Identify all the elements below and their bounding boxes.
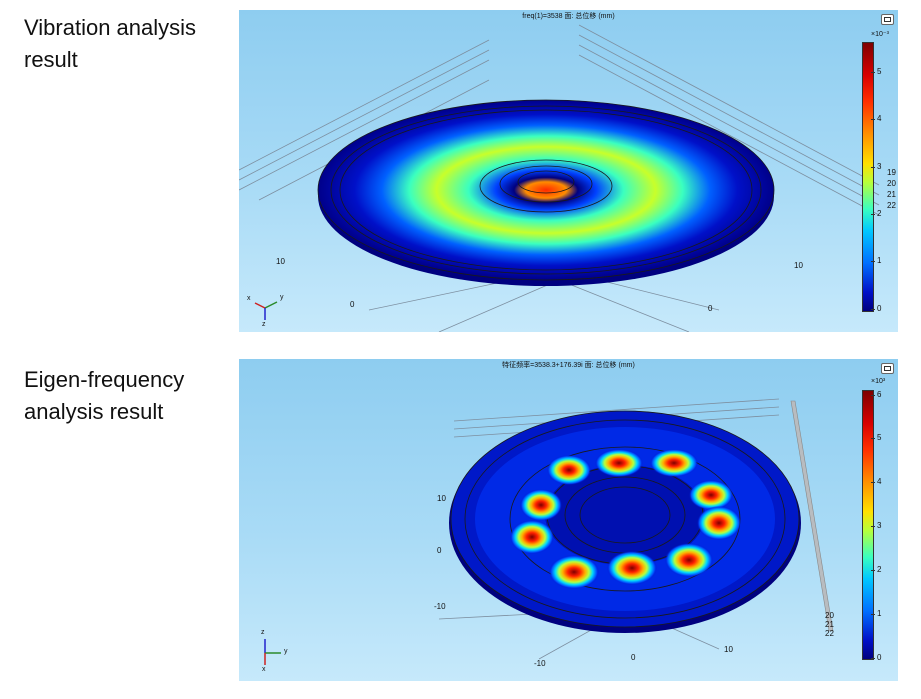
axis-tick: 0 xyxy=(708,304,713,313)
triad-y-label: y xyxy=(284,648,288,655)
vibration-plot-graphics xyxy=(239,24,880,332)
axis-tick: 0 xyxy=(631,653,636,662)
colorbar xyxy=(862,390,874,660)
axis-tick: 0 xyxy=(350,300,355,309)
mode-hotspots xyxy=(510,449,741,589)
axis-tick: 10 xyxy=(437,494,446,503)
eigen-plot-graphics xyxy=(264,398,834,665)
axis-tick: 0 xyxy=(437,546,442,555)
disc-surface xyxy=(318,100,774,280)
eigen-caption: Eigen-frequency analysis result xyxy=(24,364,184,428)
side-label: 19 xyxy=(887,168,896,177)
axis-tick: -10 xyxy=(534,659,546,668)
colorbar-tick: 6 xyxy=(870,390,882,399)
expand-icon[interactable] xyxy=(881,14,894,25)
disc-outlines xyxy=(317,99,775,281)
colorbar-tick: 0 xyxy=(870,304,882,313)
vibration-caption-line2: result xyxy=(24,47,78,72)
axis-tick: 10 xyxy=(794,261,803,270)
side-label: 21 xyxy=(887,190,896,199)
side-label: 20 xyxy=(887,179,896,188)
expand-icon[interactable] xyxy=(881,363,894,374)
triad-x-label: x xyxy=(247,295,251,302)
colorbar-exponent: ×10³ xyxy=(871,378,886,385)
colorbar-tick: 0 xyxy=(870,653,882,662)
side-label: 21 xyxy=(825,620,834,629)
triad-z-label: z xyxy=(262,321,266,328)
triad-z-label: z xyxy=(261,629,265,636)
colorbar-tick: 2 xyxy=(870,209,882,218)
side-label: 22 xyxy=(825,629,834,638)
colorbar-tick: 2 xyxy=(870,565,882,574)
triad-y-label: y xyxy=(280,294,284,301)
triad-x-label: x xyxy=(262,666,266,673)
disc-outlines xyxy=(450,410,800,628)
colorbar-tick: 5 xyxy=(870,433,882,442)
colorbar-tick: 3 xyxy=(870,162,882,171)
colorbar-tick: 5 xyxy=(870,67,882,76)
eigen-caption-line1: Eigen-frequency xyxy=(24,367,185,392)
axis-triad xyxy=(264,639,281,665)
axis-tick: -10 xyxy=(434,602,446,611)
eigen-caption-line2: analysis result xyxy=(24,399,164,424)
side-label: 20 xyxy=(825,611,834,620)
colorbar-tick: 4 xyxy=(870,114,882,123)
vibration-caption-line1: Vibration analysis xyxy=(24,15,197,40)
vibration-caption: Vibration analysis result xyxy=(24,12,196,76)
axis-triad xyxy=(254,301,278,320)
colorbar-tick: 1 xyxy=(870,609,882,618)
eigen-plot-panel: 特征频率=3538.3+176.39i 面: 总位移 (mm) 10 0 -10… xyxy=(239,359,898,681)
colorbar-tick: 3 xyxy=(870,521,882,530)
side-label: 22 xyxy=(887,201,896,210)
eigen-plot-title: 特征频率=3538.3+176.39i 面: 总位移 (mm) xyxy=(502,362,635,369)
vibration-plot-panel: freq(1)=3538 面: 总位移 (mm) 10 10 0 0 x y z… xyxy=(239,10,898,332)
colorbar-exponent: ×10⁻³ xyxy=(871,31,889,38)
grid-lines xyxy=(239,24,880,332)
axis-tick: 10 xyxy=(724,645,733,654)
vibration-plot-title: freq(1)=3538 面: 总位移 (mm) xyxy=(522,13,615,20)
colorbar-tick: 1 xyxy=(870,256,882,265)
side-plane xyxy=(790,400,834,632)
colorbar-tick: 4 xyxy=(870,477,882,486)
colorbar xyxy=(862,42,874,312)
axis-tick: 10 xyxy=(276,257,285,266)
